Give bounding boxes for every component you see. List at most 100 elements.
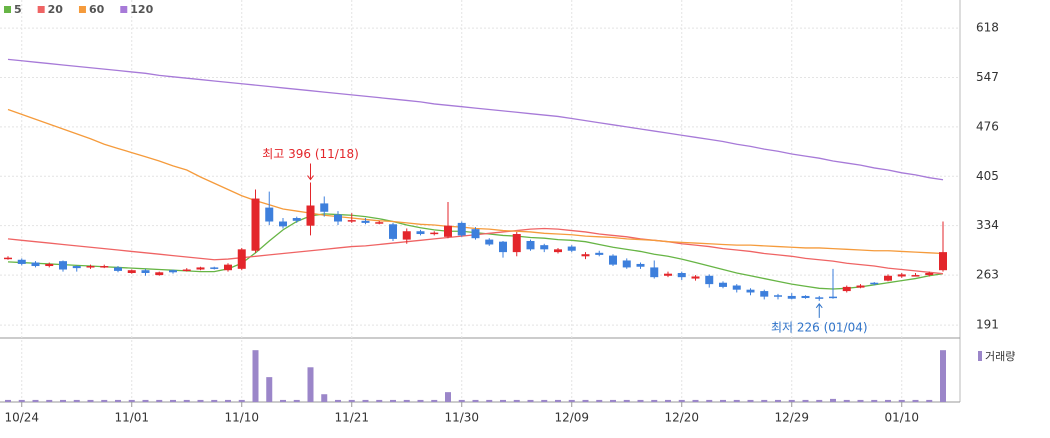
- volume-bar: [596, 399, 603, 402]
- volume-bar: [623, 399, 630, 402]
- volume-bar: [403, 399, 410, 402]
- legend-swatch: [978, 351, 982, 361]
- volume-bar: [802, 399, 809, 402]
- volume-bar: [266, 377, 273, 402]
- candle-body: [141, 270, 150, 273]
- candle-body: [361, 220, 370, 223]
- legend-swatch: [37, 6, 45, 13]
- volume-bar: [665, 399, 671, 402]
- volume-bar: [32, 399, 39, 402]
- candle-body: [540, 245, 549, 250]
- volume-bar: [362, 399, 369, 402]
- volume-bar: [486, 399, 493, 402]
- volume-bar: [376, 399, 383, 402]
- volume-bar: [293, 399, 300, 402]
- volume-bar: [843, 399, 850, 402]
- candle-body: [334, 214, 342, 222]
- candle-body: [402, 231, 411, 240]
- volume-bar: [101, 399, 108, 402]
- volume-bar: [60, 399, 66, 402]
- candle-body: [567, 246, 576, 251]
- legend-label: 5: [14, 3, 22, 16]
- volume-bar: [87, 399, 94, 402]
- volume-bar: [156, 399, 163, 402]
- candle-body: [897, 274, 906, 277]
- candle-body: [650, 267, 659, 278]
- volume-bar: [692, 399, 699, 402]
- volume-bar: [500, 399, 506, 402]
- legend-swatch: [78, 6, 86, 13]
- volume-bar: [541, 399, 548, 402]
- candle-body: [512, 234, 521, 253]
- candle-body: [4, 257, 12, 260]
- x-tick-label: 11/10: [224, 411, 259, 425]
- y-tick-label: 405: [976, 169, 999, 183]
- candle-body: [169, 270, 177, 273]
- candle-body: [444, 225, 452, 237]
- volume-bar: [761, 399, 768, 402]
- volume-bar: [307, 367, 314, 402]
- candle-body: [746, 289, 755, 293]
- candle-body: [842, 286, 851, 292]
- y-tick-label: 191: [976, 318, 999, 332]
- candle-body: [72, 266, 81, 269]
- x-tick-label: 12/20: [664, 411, 699, 425]
- volume-bar: [678, 399, 685, 402]
- candle-body: [732, 285, 741, 290]
- volume-bar: [788, 399, 795, 402]
- volume-bar: [513, 399, 520, 402]
- volume-bar: [335, 399, 341, 402]
- volume-bar: [733, 399, 740, 402]
- candle-body: [127, 270, 136, 273]
- volume-bar: [527, 399, 534, 402]
- x-tick-label: 11/30: [444, 411, 479, 425]
- y-tick-label: 547: [976, 70, 999, 84]
- y-tick-label: 334: [976, 218, 999, 232]
- candle-body: [829, 296, 837, 299]
- volume-bar: [720, 399, 726, 402]
- annotation-arrow: [815, 302, 823, 318]
- legend-label: 20: [48, 3, 64, 16]
- candle-body: [787, 295, 796, 299]
- volume-bar: [445, 392, 451, 402]
- legend-swatch: [4, 6, 11, 13]
- volume-bar: [5, 399, 11, 402]
- volume-bar: [46, 399, 53, 402]
- volume-bar: [926, 399, 933, 402]
- candle-body: [279, 221, 287, 227]
- candle-body: [677, 272, 686, 278]
- candle-body: [86, 266, 95, 268]
- candle-body: [31, 262, 40, 267]
- candle-body: [45, 263, 54, 267]
- candle-body: [609, 255, 617, 265]
- candle-body: [622, 260, 631, 268]
- volume-bar: [940, 350, 946, 402]
- volume-bar: [582, 399, 589, 402]
- volume-bar: [252, 350, 259, 402]
- candle-body: [705, 275, 714, 285]
- volume-bar: [73, 399, 80, 402]
- candle-body: [691, 276, 700, 279]
- candle-body: [595, 252, 604, 255]
- annotation-high: 최고 396 (11/18): [262, 147, 359, 161]
- volume-bar: [321, 394, 328, 402]
- x-tick-label: 11/01: [114, 411, 149, 425]
- volume-bar: [115, 399, 121, 402]
- candle-body: [499, 241, 507, 253]
- x-tick-label: 10/24: [4, 411, 39, 425]
- candle-body: [815, 297, 824, 299]
- volume-bar: [128, 399, 135, 402]
- volume-bar: [706, 399, 713, 402]
- volume-bar: [472, 399, 479, 402]
- y-tick-label: 618: [976, 21, 999, 35]
- y-tick-label: 476: [976, 119, 999, 133]
- candle-body: [884, 275, 892, 281]
- candle-body: [224, 264, 232, 271]
- legend-swatch: [120, 6, 128, 13]
- volume-bar: [610, 399, 616, 402]
- candle-body: [210, 267, 219, 269]
- volume-bar: [830, 398, 836, 402]
- volume-bar: [197, 399, 204, 402]
- volume-bar: [225, 399, 231, 402]
- candle-body: [485, 239, 494, 245]
